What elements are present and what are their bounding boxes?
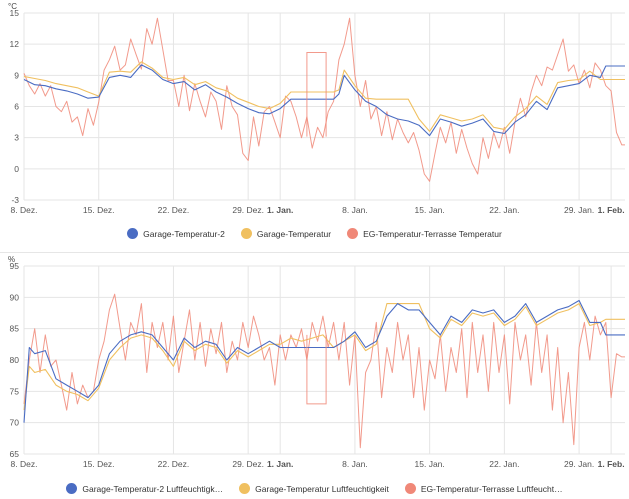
y-tick-label: 15 [10,8,20,18]
y-tick-label: 85 [10,324,20,334]
y-tick-label: 75 [10,386,20,396]
humidity-legend: Garage-Temperatur-2 Luftfeuchtigk… Garag… [0,483,629,494]
y-tick-label: 9 [14,70,19,80]
temperature-chart-svg: °C15 12 9 6 3 0 -38. Dez. 15. Dez. 22. Dez. 29. D… [8,2,625,215]
y-axis-unit: % [8,256,15,264]
x-tick-label: 15. Jan. [415,459,445,469]
legend-item-garage-temperatur-2[interactable]: Garage-Temperatur-2 [127,228,225,239]
x-tick-label: 29. Jan. [564,205,594,215]
legend-item-eg-temperatur-terrasse-luftfeuchtigkeit[interactable]: EG-Temperatur-Terrasse Luftfeucht… [404,483,563,494]
x-tick-label: 22. Jan. [489,205,519,215]
series-line-2 [23,293,625,449]
x-tick-label: 1. Jan. [267,459,293,469]
series-step-segment [306,334,327,405]
legend-item-eg-temperatur-terrasse[interactable]: EG-Temperatur-Terrasse Temperatur [347,228,502,239]
temperature-legend: Garage-Temperatur-2 Garage-Temperatur EG… [0,228,629,239]
legend-label: Garage-Temperatur [256,228,332,239]
legend-item-garage-temperatur-2-luftfeuchtigkeit[interactable]: Garage-Temperatur-2 Luftfeuchtigk… [66,483,223,494]
x-tick-label: 8. Dez. [11,459,38,469]
series-step-segment [306,52,327,137]
x-tick-label: 22. Jan. [489,459,519,469]
x-tick-label: 8. Jan. [342,205,368,215]
x-tick-label: 8. Dez. [11,205,38,215]
legend-dot-icon [240,228,252,239]
temperature-chart: °C 15 12 9 6 3 0 -3 8. Dez. 15. Dez. 22. Dez. 29. D… [0,0,629,215]
x-tick-label: 1. Feb. [598,459,625,469]
legend-label: EG-Temperatur-Terrasse Temperatur [363,228,502,239]
y-tick-label: -3 [11,195,19,205]
series-line-2 [23,17,625,182]
y-tick-label: 65 [10,449,20,459]
legend-dot-icon [127,228,139,239]
legend-item-garage-temperatur-luftfeuchtigkeit[interactable]: Garage-Temperatur Luftfeuchtigkeit [239,483,389,494]
y-tick-label: 90 [10,292,20,302]
y-tick-label: 80 [10,355,20,365]
y-axis-unit: °C [8,2,17,11]
legend-label: EG-Temperatur-Terrasse Luftfeucht… [420,483,563,494]
legend-dot-icon [404,483,416,494]
legend-label: Garage-Temperatur-2 [143,228,225,239]
humidity-chart-svg: %95 90 85 80 75 70 658. Dez. 15. Dez. 22. Dez. 29… [8,255,625,469]
y-tick-label: 6 [14,102,19,112]
x-tick-label: 8. Jan. [342,459,368,469]
legend-item-garage-temperatur[interactable]: Garage-Temperatur [240,228,332,239]
legend-dot-icon [347,228,359,239]
y-tick-label: 70 [10,418,20,428]
x-tick-label: 15. Jan. [415,205,445,215]
legend-label: Garage-Temperatur-2 Luftfeuchtigk… [82,483,224,494]
legend-dot-icon [239,483,251,494]
x-tick-label: 29. Jan. [564,459,594,469]
series-line-1 [23,61,625,132]
x-tick-label: 22. Dez. [158,205,190,215]
x-tick-label: 15. Dez. [83,205,115,215]
series-line-0 [23,299,625,423]
x-tick-label: 1. Feb. [598,205,625,215]
series-line-1 [23,303,625,411]
legend-label: Garage-Temperatur Luftfeuchtigkeit [255,483,389,494]
x-tick-label: 29. Dez. [232,205,264,215]
y-tick-label: 0 [14,164,19,174]
x-tick-label: 1. Jan. [267,205,293,215]
legend-dot-icon [66,483,78,494]
x-tick-label: 15. Dez. [83,459,115,469]
y-tick-label: 95 [10,261,20,271]
humidity-chart: % 95 90 85 80 75 70 65 8. Dez. 15. Dez. 22. Dez. 29… [0,255,629,471]
series-line-0 [23,64,625,137]
y-tick-label: 3 [14,133,19,143]
y-tick-label: 12 [10,39,20,49]
chart-separator [0,252,629,253]
x-tick-label: 22. Dez. [158,459,190,469]
x-tick-label: 29. Dez. [232,459,264,469]
